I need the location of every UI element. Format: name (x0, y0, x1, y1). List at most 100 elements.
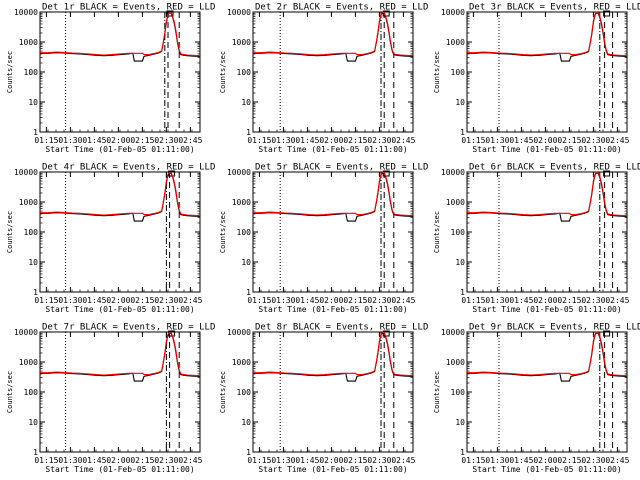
y-axis-label: Counts/sec (433, 211, 441, 253)
x-tick-label: 02:30 (367, 136, 391, 145)
x-tick-label: 01:30 (58, 456, 82, 465)
y-tick-label: 10000 (14, 328, 38, 337)
x-tick-label: 02:00 (319, 136, 343, 145)
y-axis-label: Counts/sec (6, 211, 14, 253)
x-tick-label: 02:30 (154, 456, 178, 465)
y-tick-label: 100 (237, 228, 252, 237)
y-tick-label: 1000 (232, 198, 251, 207)
x-tick-label: 02:15 (343, 456, 367, 465)
y-tick-label: 10000 (227, 8, 251, 17)
x-tick-label: 01:30 (58, 296, 82, 305)
peak-interval-bracket (166, 10, 174, 17)
x-tick-label: 02:45 (391, 296, 415, 305)
series-line-lld (253, 331, 414, 377)
y-tick-label: 1 (460, 448, 465, 457)
y-tick-label: 1000 (232, 38, 251, 47)
series-line-lld (253, 11, 414, 57)
y-tick-label: 1 (460, 128, 465, 137)
y-tick-label: 1 (246, 448, 251, 457)
x-axis-label: Start Time (01-Feb-05 01:11:00) (45, 145, 194, 154)
y-tick-label: 10 (241, 418, 251, 427)
y-tick-label: 1000 (19, 198, 38, 207)
y-axis-label: Counts/sec (219, 211, 227, 253)
x-tick-label: 02:45 (605, 296, 629, 305)
x-tick-label: 01:45 (295, 296, 319, 305)
x-axis-label: Start Time (01-Feb-05 01:11:00) (258, 145, 407, 154)
x-axis-label: Start Time (01-Feb-05 01:11:00) (472, 305, 621, 314)
x-tick-label: 02:00 (319, 456, 343, 465)
x-axis-label: Start Time (01-Feb-05 01:11:00) (45, 465, 194, 474)
x-tick-label: 02:15 (130, 296, 154, 305)
x-tick-label: 01:30 (271, 456, 295, 465)
y-tick-label: 1000 (19, 38, 38, 47)
y-tick-label: 10000 (227, 328, 251, 337)
x-tick-label: 02:15 (130, 136, 154, 145)
y-tick-label: 10000 (441, 8, 465, 17)
x-tick-label: 02:00 (106, 296, 130, 305)
x-tick-label: 02:00 (106, 136, 130, 145)
y-axis-label: Counts/sec (6, 371, 14, 413)
x-tick-label: 01:45 (509, 136, 533, 145)
y-tick-label: 10 (28, 418, 38, 427)
x-tick-label: 02:45 (178, 136, 202, 145)
y-tick-label: 1 (33, 288, 38, 297)
x-tick-label: 01:45 (82, 456, 106, 465)
panel-title: Det 5r BLACK = Events, RED = LLD (255, 163, 428, 173)
x-tick-label: 01:15 (34, 456, 58, 465)
y-tick-label: 1 (33, 448, 38, 457)
x-tick-label: 02:00 (106, 456, 130, 465)
panel-title: Det 3r BLACK = Events, RED = LLD (469, 3, 640, 13)
x-tick-label: 01:30 (271, 136, 295, 145)
y-tick-label: 100 (451, 228, 466, 237)
x-tick-label: 02:15 (130, 456, 154, 465)
y-axis-label: Counts/sec (433, 51, 441, 93)
x-tick-label: 01:15 (34, 136, 58, 145)
y-tick-label: 10 (241, 258, 251, 267)
x-tick-label: 01:30 (485, 136, 509, 145)
x-axis-label: Start Time (01-Feb-05 01:11:00) (472, 145, 621, 154)
x-axis-label: Start Time (01-Feb-05 01:11:00) (258, 305, 407, 314)
series-line-lld (467, 331, 628, 377)
series-line-lld (40, 331, 201, 377)
panel-det-1: Det 1r BLACK = Events, RED = LLD 1 10 100 10… (6, 3, 215, 155)
panel-det-8: Det 8r BLACK = Events, RED = LLD 1 10 100 10… (219, 323, 428, 475)
y-tick-label: 100 (24, 388, 39, 397)
y-tick-label: 1000 (446, 198, 465, 207)
y-tick-label: 1 (246, 288, 251, 297)
y-tick-label: 1000 (446, 38, 465, 47)
x-tick-label: 02:00 (533, 296, 557, 305)
peak-interval-bracket (603, 10, 611, 17)
panel-title: Det 9r BLACK = Events, RED = LLD (469, 323, 640, 333)
x-tick-label: 01:30 (485, 456, 509, 465)
y-tick-label: 1 (33, 128, 38, 137)
y-tick-label: 1 (246, 128, 251, 137)
x-tick-label: 01:15 (461, 296, 485, 305)
y-tick-label: 10000 (441, 168, 465, 177)
x-tick-label: 01:15 (461, 136, 485, 145)
x-tick-label: 02:45 (178, 456, 202, 465)
y-tick-label: 100 (237, 68, 252, 77)
x-tick-label: 02:30 (367, 456, 391, 465)
x-tick-label: 02:30 (581, 296, 605, 305)
y-tick-label: 1 (460, 288, 465, 297)
x-tick-label: 02:30 (581, 456, 605, 465)
series-line-lld (40, 171, 201, 217)
y-tick-label: 100 (451, 68, 466, 77)
panel-det-5: Det 5r BLACK = Events, RED = LLD 1 10 100 10… (219, 163, 428, 315)
y-tick-label: 100 (237, 388, 252, 397)
x-tick-label: 01:15 (247, 136, 271, 145)
x-tick-label: 02:00 (533, 456, 557, 465)
y-axis-label: Counts/sec (433, 371, 441, 413)
x-tick-label: 01:15 (247, 296, 271, 305)
series-line-lld (40, 11, 201, 57)
y-tick-label: 10000 (227, 168, 251, 177)
x-tick-label: 01:15 (34, 296, 58, 305)
x-tick-label: 02:45 (178, 296, 202, 305)
series-line-lld (467, 11, 628, 57)
x-tick-label: 01:45 (82, 136, 106, 145)
y-tick-label: 10000 (14, 168, 38, 177)
x-tick-label: 01:30 (271, 296, 295, 305)
x-tick-label: 02:00 (319, 296, 343, 305)
panel-title: Det 2r BLACK = Events, RED = LLD (255, 3, 428, 13)
